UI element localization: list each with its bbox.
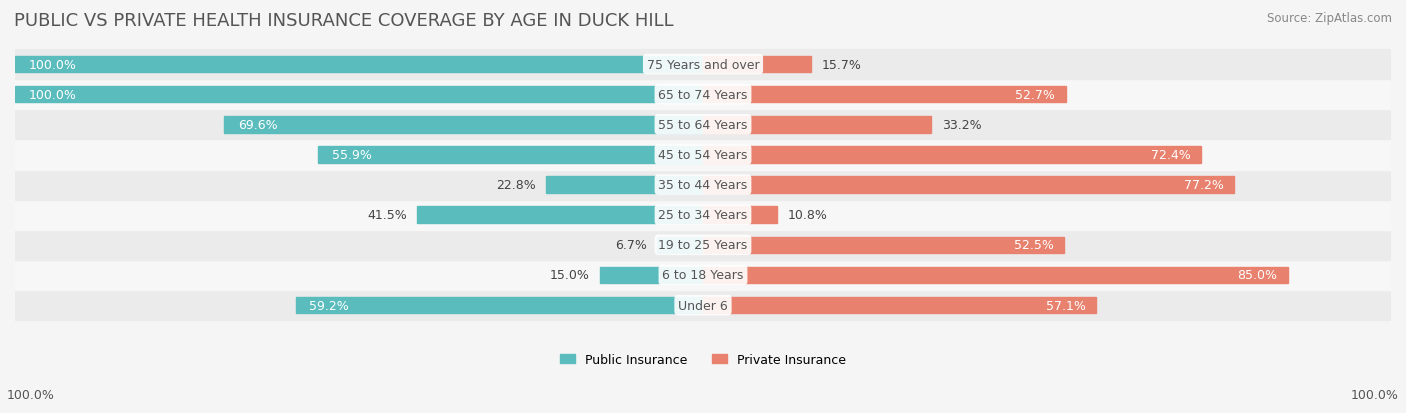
Bar [15, 170, 1391, 200]
Bar [15, 57, 703, 73]
Text: 6.7%: 6.7% [614, 239, 647, 252]
Bar [703, 147, 1201, 163]
Bar [15, 50, 1391, 80]
Bar [15, 230, 1391, 260]
Text: 33.2%: 33.2% [942, 119, 981, 131]
Text: 100.0%: 100.0% [28, 88, 77, 102]
Text: PUBLIC VS PRIVATE HEALTH INSURANCE COVERAGE BY AGE IN DUCK HILL: PUBLIC VS PRIVATE HEALTH INSURANCE COVER… [14, 12, 673, 30]
Text: 57.1%: 57.1% [1046, 299, 1085, 312]
Bar [318, 147, 703, 163]
Bar [657, 237, 703, 254]
Bar [15, 260, 1391, 290]
Text: 15.0%: 15.0% [550, 269, 589, 282]
Text: 55.9%: 55.9% [332, 149, 373, 161]
Bar [546, 177, 703, 193]
Text: 72.4%: 72.4% [1152, 149, 1191, 161]
Bar [703, 297, 1095, 313]
Bar [703, 117, 931, 133]
Bar [15, 290, 1391, 320]
Text: 85.0%: 85.0% [1237, 269, 1278, 282]
Text: 52.5%: 52.5% [1014, 239, 1054, 252]
Legend: Public Insurance, Private Insurance: Public Insurance, Private Insurance [555, 348, 851, 371]
Text: 22.8%: 22.8% [496, 179, 536, 192]
Bar [703, 267, 1288, 284]
Text: 100.0%: 100.0% [28, 58, 77, 71]
Text: 45 to 54 Years: 45 to 54 Years [658, 149, 748, 161]
Text: 100.0%: 100.0% [1351, 388, 1399, 401]
Bar [703, 207, 778, 223]
Text: 65 to 74 Years: 65 to 74 Years [658, 88, 748, 102]
Text: 25 to 34 Years: 25 to 34 Years [658, 209, 748, 222]
Text: 10.8%: 10.8% [787, 209, 828, 222]
Text: 19 to 25 Years: 19 to 25 Years [658, 239, 748, 252]
Bar [703, 87, 1066, 103]
Text: 59.2%: 59.2% [309, 299, 349, 312]
Text: 100.0%: 100.0% [7, 388, 55, 401]
Bar [703, 57, 811, 73]
Text: 6 to 18 Years: 6 to 18 Years [662, 269, 744, 282]
Bar [600, 267, 703, 284]
Bar [703, 177, 1234, 193]
Text: 52.7%: 52.7% [1015, 88, 1056, 102]
Text: 77.2%: 77.2% [1184, 179, 1223, 192]
Bar [15, 140, 1391, 170]
Bar [703, 237, 1064, 254]
Bar [224, 117, 703, 133]
Text: 41.5%: 41.5% [367, 209, 408, 222]
Text: Under 6: Under 6 [678, 299, 728, 312]
Text: 75 Years and over: 75 Years and over [647, 58, 759, 71]
Bar [15, 200, 1391, 230]
Bar [15, 87, 703, 103]
Bar [15, 80, 1391, 110]
Bar [418, 207, 703, 223]
Text: 35 to 44 Years: 35 to 44 Years [658, 179, 748, 192]
Text: 15.7%: 15.7% [821, 58, 862, 71]
Bar [295, 297, 703, 313]
Text: 69.6%: 69.6% [238, 119, 277, 131]
Text: Source: ZipAtlas.com: Source: ZipAtlas.com [1267, 12, 1392, 25]
Text: 55 to 64 Years: 55 to 64 Years [658, 119, 748, 131]
Bar [15, 110, 1391, 140]
